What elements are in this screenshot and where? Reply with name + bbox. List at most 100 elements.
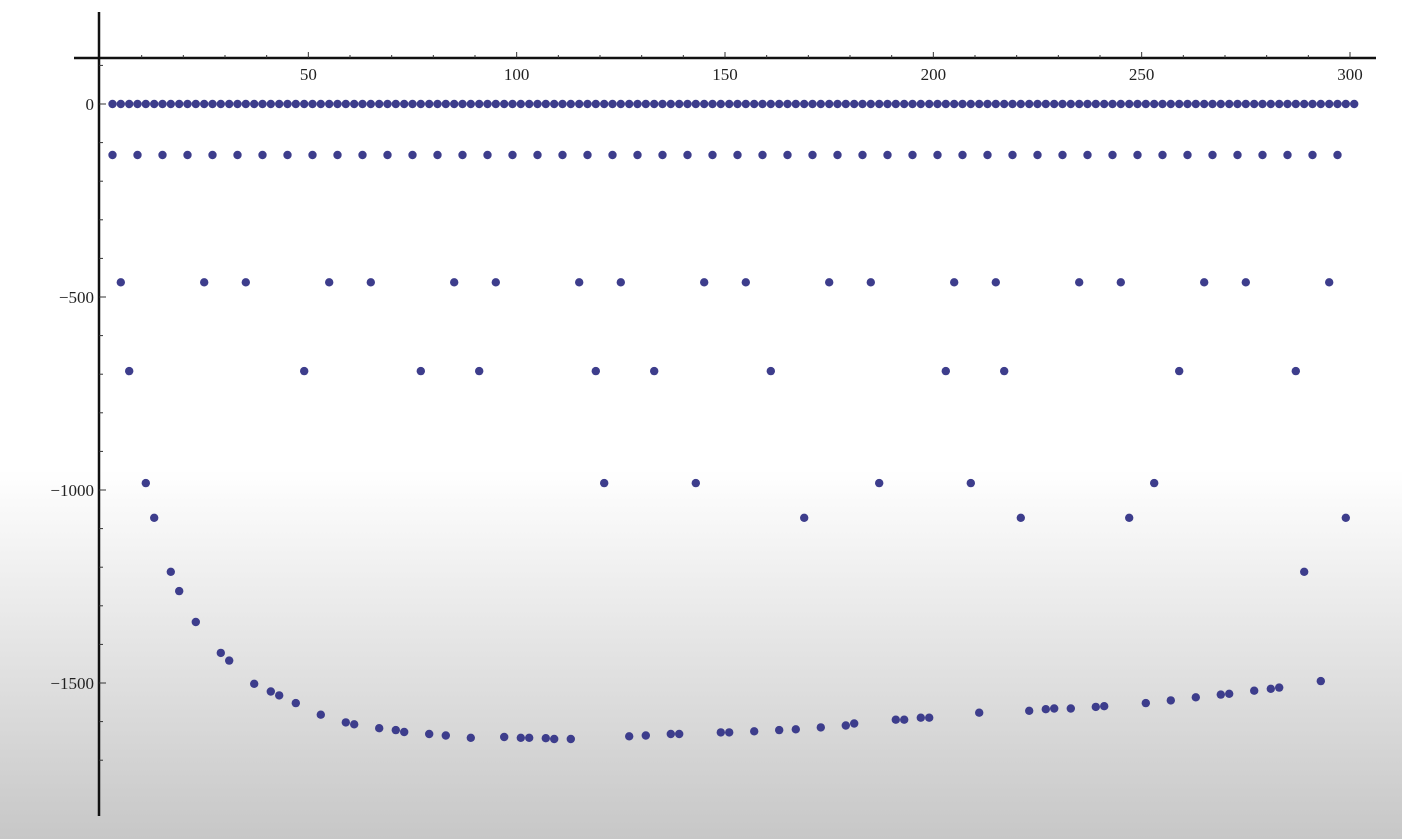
data-point [325, 99, 334, 109]
data-point [858, 150, 867, 160]
data-point [566, 734, 575, 744]
data-point [216, 99, 225, 109]
data-point [183, 150, 192, 160]
data-point [1150, 478, 1159, 488]
data-point [741, 99, 750, 109]
y-ticks [99, 64, 106, 761]
data-point [1300, 567, 1309, 576]
data-point [1075, 278, 1084, 287]
data-point [333, 99, 342, 109]
data-point [1233, 150, 1242, 160]
data-point [116, 278, 126, 287]
data-point [216, 648, 225, 658]
data-point [608, 150, 617, 160]
data-point [1283, 99, 1292, 109]
data-point [1058, 99, 1067, 109]
data-point [408, 99, 417, 109]
data-point [925, 99, 934, 109]
data-point [1100, 702, 1109, 711]
data-point [1225, 99, 1234, 109]
data-point [791, 725, 800, 734]
data-point [891, 99, 900, 109]
data-point [1000, 99, 1009, 109]
data-point [1058, 150, 1067, 160]
data-point [725, 728, 734, 737]
data-point [591, 99, 600, 109]
data-point [916, 713, 925, 722]
data-point [716, 728, 725, 737]
data-point [1050, 99, 1059, 109]
data-point [1133, 150, 1142, 160]
data-point [991, 278, 1000, 287]
data-point [1316, 99, 1326, 109]
data-point [133, 99, 142, 109]
data-point [266, 99, 275, 109]
data-point [1116, 99, 1126, 109]
y-tick-label: 0 [86, 95, 95, 114]
data-point [391, 99, 400, 109]
data-point [908, 99, 917, 109]
data-point [966, 99, 975, 109]
x-tick-label: 50 [300, 65, 317, 84]
data-point [308, 150, 317, 160]
data-point [1291, 366, 1301, 376]
data-point [1333, 99, 1342, 109]
data-point [1083, 99, 1092, 109]
data-point [675, 99, 684, 109]
data-point [200, 278, 209, 287]
data-point [941, 366, 950, 376]
data-point [1175, 366, 1184, 376]
y-tick-label: −1000 [50, 481, 94, 500]
data-point [1091, 702, 1101, 712]
data-point [500, 732, 509, 742]
data-point [408, 150, 417, 160]
data-point [1325, 278, 1334, 287]
data-point [1091, 99, 1101, 109]
data-point [300, 99, 309, 109]
data-point [116, 99, 126, 109]
data-point [1000, 366, 1009, 376]
data-point [1275, 99, 1284, 109]
data-point [875, 478, 884, 488]
data-point [750, 727, 759, 736]
data-point [241, 278, 250, 287]
data-point [666, 99, 675, 109]
data-point [591, 366, 600, 376]
data-point [733, 150, 742, 160]
data-point [783, 150, 792, 160]
data-point [158, 150, 167, 160]
data-point [458, 150, 467, 160]
data-point [1133, 99, 1142, 109]
data-point [891, 715, 900, 724]
data-point [308, 99, 317, 109]
data-point [1025, 706, 1034, 715]
data-point [1175, 99, 1184, 109]
data-point [1116, 278, 1126, 287]
data-point [291, 99, 300, 109]
data-point [566, 99, 575, 109]
data-point [366, 99, 375, 109]
data-point [383, 99, 392, 109]
data-point [641, 731, 650, 740]
data-point [1216, 690, 1226, 699]
data-point [1083, 150, 1092, 160]
data-point [533, 150, 542, 160]
data-point [1241, 99, 1251, 109]
data-point [233, 99, 242, 109]
data-point [1166, 99, 1176, 109]
data-point [1266, 99, 1276, 109]
data-point [558, 99, 567, 109]
data-point [850, 719, 859, 728]
data-point [1308, 99, 1317, 109]
data-point [1233, 99, 1242, 109]
data-point [1158, 99, 1167, 109]
data-point [700, 278, 709, 287]
data-point [425, 99, 434, 109]
x-tick-label: 100 [504, 65, 530, 84]
data-point [1250, 686, 1259, 695]
data-point [141, 99, 150, 109]
data-point [650, 99, 659, 109]
data-point [1108, 99, 1117, 109]
data-point [1316, 676, 1326, 686]
data-point [250, 679, 259, 688]
